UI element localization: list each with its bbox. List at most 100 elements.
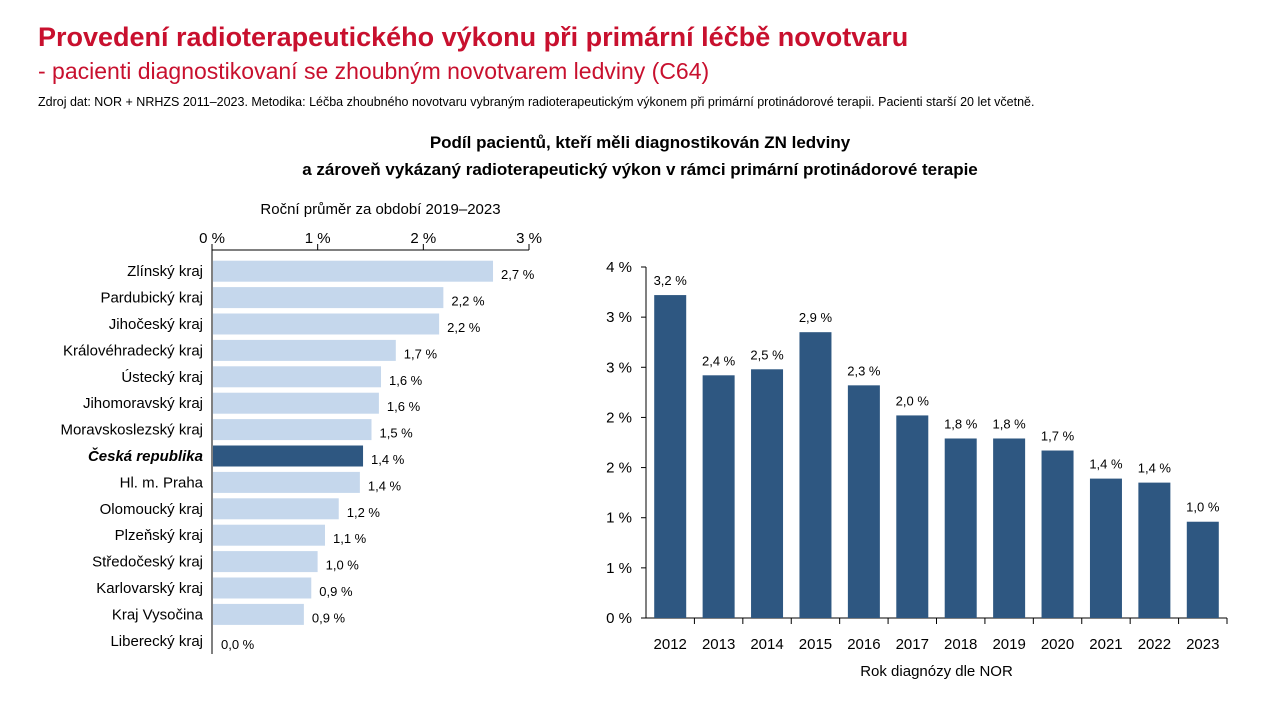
regions-data-label: 1,1 % bbox=[333, 531, 367, 546]
regions-category-label: Liberecký kraj bbox=[110, 633, 203, 650]
years-bar bbox=[944, 438, 977, 618]
years-x-tick-label: 2018 bbox=[944, 636, 977, 653]
regions-category-label: Moravskoslezský kraj bbox=[60, 422, 203, 439]
years-bar bbox=[1186, 521, 1219, 618]
years-bar bbox=[751, 369, 784, 618]
regions-data-label: 0,9 % bbox=[312, 610, 346, 625]
regions-bar bbox=[213, 471, 360, 493]
regions-x-tick-label: 0 % bbox=[199, 230, 225, 247]
years-x-tick-label: 2020 bbox=[1041, 636, 1074, 653]
years-y-tick-label: 2 % bbox=[606, 460, 632, 477]
regions-data-label: 2,7 % bbox=[501, 267, 535, 282]
years-data-label: 3,2 % bbox=[654, 273, 688, 288]
regions-data-label: 0,0 % bbox=[221, 637, 255, 652]
years-data-label: 2,3 % bbox=[847, 363, 881, 378]
regions-bar bbox=[213, 287, 444, 309]
years-data-label: 2,9 % bbox=[799, 310, 833, 325]
regions-data-label: 1,6 % bbox=[387, 399, 421, 414]
regions-bar bbox=[213, 524, 326, 546]
years-x-tick-label: 2021 bbox=[1089, 636, 1122, 653]
years-x-tick-label: 2012 bbox=[654, 636, 687, 653]
years-x-tick-label: 2014 bbox=[750, 636, 783, 653]
regions-bar bbox=[213, 366, 382, 388]
regions-category-label: Zlínský kraj bbox=[127, 263, 203, 280]
years-x-tick-label: 2019 bbox=[992, 636, 1025, 653]
years-data-label: 1,8 % bbox=[944, 416, 978, 431]
years-bar bbox=[896, 415, 929, 618]
years-data-label: 1,4 % bbox=[1089, 457, 1123, 472]
regions-data-label: 2,2 % bbox=[451, 294, 485, 309]
years-y-tick-label: 4 % bbox=[606, 259, 632, 276]
regions-data-label: 1,4 % bbox=[371, 452, 405, 467]
years-x-tick-label: 2016 bbox=[847, 636, 880, 653]
regions-category-label: Kraj Vysočina bbox=[112, 606, 204, 623]
regions-bar bbox=[213, 551, 318, 573]
regions-x-tick-label: 1 % bbox=[305, 230, 331, 247]
years-bar bbox=[1089, 478, 1122, 618]
years-x-axis-label: Rok diagnózy dle NOR bbox=[860, 663, 1013, 680]
regions-category-label: Plzeňský kraj bbox=[115, 527, 203, 544]
regions-x-tick-label: 2 % bbox=[410, 230, 436, 247]
years-bar bbox=[702, 375, 735, 618]
regions-data-label: 1,6 % bbox=[389, 373, 423, 388]
years-bar bbox=[1041, 450, 1074, 618]
years-bar bbox=[847, 385, 880, 618]
years-y-tick-label: 1 % bbox=[606, 560, 632, 577]
regions-category-label: Karlovarský kraj bbox=[96, 580, 203, 597]
charts-title-line1: Podíl pacientů, kteří měli diagnostiková… bbox=[429, 133, 851, 152]
regions-category-label: Hl. m. Praha bbox=[120, 474, 204, 491]
regions-bar bbox=[213, 445, 364, 467]
years-data-label: 2,4 % bbox=[702, 353, 736, 368]
years-y-tick-label: 0 % bbox=[606, 610, 632, 627]
regions-data-label: 1,4 % bbox=[368, 478, 402, 493]
regions-data-label: 1,5 % bbox=[380, 426, 414, 441]
regions-data-label: 1,2 % bbox=[347, 505, 381, 520]
years-data-label: 1,7 % bbox=[1041, 429, 1075, 444]
years-x-tick-label: 2015 bbox=[799, 636, 832, 653]
regions-bar bbox=[213, 392, 379, 414]
years-y-tick-label: 1 % bbox=[606, 510, 632, 527]
years-y-tick-label: 2 % bbox=[606, 409, 632, 426]
regions-category-label: Jihomoravský kraj bbox=[83, 395, 203, 412]
page-subtitle: - pacienti diagnostikovaní se zhoubným n… bbox=[38, 58, 710, 84]
regions-category-label: Středočeský kraj bbox=[92, 554, 203, 571]
years-x-tick-label: 2013 bbox=[702, 636, 735, 653]
years-bar bbox=[654, 295, 687, 618]
regions-bar bbox=[213, 577, 312, 599]
regions-data-label: 1,0 % bbox=[326, 558, 360, 573]
regions-category-label: Pardubický kraj bbox=[100, 290, 203, 307]
years-data-label: 1,4 % bbox=[1138, 461, 1172, 476]
years-data-label: 2,5 % bbox=[750, 347, 784, 362]
regions-bar bbox=[213, 498, 339, 520]
regions-category-label: Česká republika bbox=[88, 447, 203, 465]
years-bar bbox=[993, 438, 1026, 618]
regions-chart-title: Roční průměr za období 2019–2023 bbox=[260, 201, 500, 218]
years-data-label: 2,0 % bbox=[896, 393, 930, 408]
charts-title-line2: a zároveň vykázaný radioterapeutický výk… bbox=[302, 160, 978, 179]
regions-bar bbox=[213, 339, 396, 361]
regions-x-tick-label: 3 % bbox=[516, 230, 542, 247]
years-data-label: 1,0 % bbox=[1186, 500, 1220, 515]
regions-data-label: 2,2 % bbox=[447, 320, 481, 335]
years-y-tick-label: 3 % bbox=[606, 309, 632, 326]
regions-data-label: 0,9 % bbox=[319, 584, 353, 599]
years-data-label: 1,8 % bbox=[993, 416, 1027, 431]
regions-category-label: Ústecký kraj bbox=[121, 369, 203, 386]
page-title: Provedení radioterapeutického výkonu při… bbox=[38, 22, 909, 52]
regions-bar bbox=[213, 260, 494, 282]
years-x-tick-label: 2017 bbox=[896, 636, 929, 653]
regions-bar bbox=[213, 419, 372, 441]
regions-bar bbox=[213, 313, 440, 335]
years-x-tick-label: 2022 bbox=[1138, 636, 1171, 653]
regions-category-label: Královéhradecký kraj bbox=[63, 342, 203, 359]
years-bar bbox=[799, 332, 832, 618]
years-bar bbox=[1138, 482, 1171, 618]
years-x-tick-label: 2023 bbox=[1186, 636, 1219, 653]
regions-category-label: Olomoucký kraj bbox=[100, 501, 203, 518]
regions-bar bbox=[213, 603, 304, 625]
regions-category-label: Jihočeský kraj bbox=[109, 316, 203, 333]
years-y-tick-label: 3 % bbox=[606, 359, 632, 376]
source-note: Zdroj dat: NOR + NRHZS 2011–2023. Metodi… bbox=[38, 95, 1035, 109]
